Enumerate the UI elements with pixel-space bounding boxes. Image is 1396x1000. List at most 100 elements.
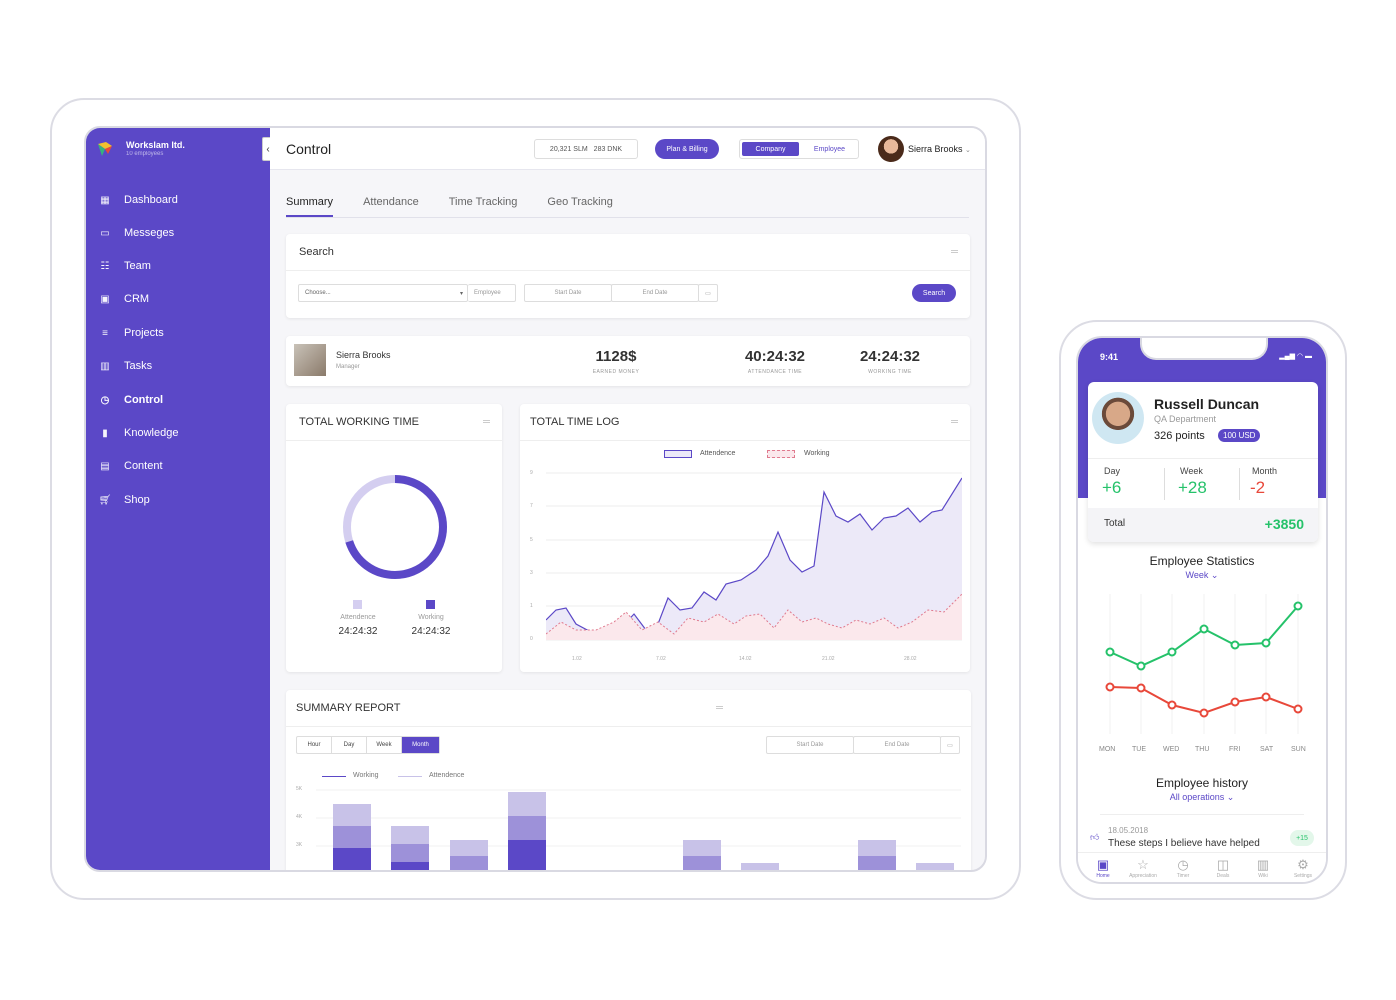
calendar-icon[interactable]: ▭ (940, 736, 960, 754)
green-series-points (1105, 601, 1303, 671)
sidebar-item-label: Projects (124, 327, 164, 339)
working-label: Working (418, 614, 444, 621)
sidebar-item-team[interactable]: ☷ Team (86, 254, 270, 278)
start-date-field[interactable]: Start Date (524, 284, 612, 302)
nav-label: Deals (1216, 873, 1230, 879)
summary-start-date[interactable]: Start Date (766, 736, 854, 754)
nav-timer[interactable]: ◷ Timer (1168, 857, 1198, 879)
sidebar-item-content[interactable]: ▤ Content (86, 454, 270, 478)
search-card: Search Choose... ▾ Employee Start Date En… (286, 234, 970, 318)
sidebar-item-knowledge[interactable]: ▮ Knowledge (86, 421, 270, 445)
time-log-line-chart (546, 472, 962, 641)
history-filter-select[interactable]: All operations ⌄ (1169, 792, 1235, 802)
seg-employee[interactable]: Employee (813, 145, 846, 153)
y-tick: 1 (530, 603, 533, 609)
book-icon: ▮ (102, 427, 108, 439)
divider (1088, 458, 1318, 459)
nav-settings[interactable]: ⚙ Settings (1288, 857, 1318, 879)
stats-title: Employee Statistics (1149, 554, 1255, 568)
user-menu[interactable]: Sierra Brooks ⌄ (908, 144, 971, 154)
y-tick: 3K (296, 842, 303, 848)
tab-time-tracking[interactable]: Time Tracking (448, 196, 518, 208)
day-tick: THU (1195, 746, 1210, 753)
seg-company[interactable]: Company (742, 142, 799, 156)
topbar: Control 20,321 SLM 283 DNK Plan & Billing… (270, 128, 985, 170)
tab-summary[interactable]: Summary (286, 196, 334, 217)
tab-geo-tracking[interactable]: Geo Tracking (547, 196, 613, 208)
drag-handle-icon[interactable] (951, 420, 958, 423)
drag-handle-icon[interactable] (483, 420, 490, 423)
nav-home[interactable]: ▣ Home (1088, 857, 1118, 879)
employee-field[interactable]: Employee (468, 284, 516, 302)
nav-label: Settings (1293, 873, 1313, 879)
range-day[interactable]: Day (332, 737, 367, 753)
week-label: Week (1180, 466, 1203, 476)
sidebar-item-label: Dashboard (124, 194, 178, 206)
day-tick: SUN (1291, 746, 1306, 753)
sidebar-item-crm[interactable]: ▣ CRM (86, 287, 270, 311)
week-value: +28 (1178, 478, 1207, 497)
stats-period-select[interactable]: Week ⌄ (1185, 570, 1219, 580)
profile-name: Russell Duncan (1154, 396, 1260, 412)
timer-icon: ◷ (1177, 857, 1189, 872)
choose-select[interactable]: Choose... ▾ (298, 284, 468, 302)
day-label: Day (1104, 466, 1121, 476)
tab-attendance[interactable]: Attendance (363, 196, 419, 208)
bar-group-8 (916, 863, 954, 870)
nav-deals[interactable]: ◫ Deals (1208, 857, 1238, 879)
attendance-area (546, 478, 962, 640)
drag-handle-icon[interactable] (951, 250, 958, 253)
drag-handle-icon[interactable] (716, 706, 723, 709)
month-label: Month (1252, 466, 1278, 476)
y-axis: 9 7 5 3 1 0 (530, 470, 540, 650)
logo-icon (98, 142, 112, 156)
sidebar-item-projects[interactable]: ≡ Projects (86, 321, 270, 345)
employee-summary-card: Sierra Brooks Manager 1128$ EARNED MONEY… (286, 336, 970, 386)
end-date-field[interactable]: End Date (611, 284, 699, 302)
calendar-icon[interactable]: ▭ (698, 284, 718, 302)
nav-label: Home (1096, 873, 1110, 879)
search-button[interactable]: Search (912, 284, 956, 302)
legend-working-line (322, 776, 346, 777)
sidebar-item-shop[interactable]: 🛒︎ Shop (86, 488, 270, 512)
avatar[interactable] (878, 136, 904, 162)
range-month[interactable]: Month (402, 737, 439, 753)
profile-card: Russell Duncan QA Department 326 points … (1088, 382, 1318, 542)
divider (1100, 814, 1304, 815)
nav-appreciation[interactable]: ☆ Appreciation (1128, 857, 1158, 879)
columns-icon: ▥ (100, 360, 110, 372)
nav-label: Timer (1176, 873, 1190, 879)
legend-working: Working (353, 772, 379, 779)
sidebar-item-label: Control (124, 394, 164, 406)
divider (520, 440, 970, 441)
divider (1239, 468, 1240, 500)
y-tick: 5K (296, 786, 303, 792)
earned-money-label: EARNED MONEY (592, 369, 640, 375)
red-series-points (1105, 682, 1303, 718)
range-hour[interactable]: Hour (297, 737, 332, 753)
x-tick: 14.02 (739, 656, 752, 662)
summary-report-card: SUMMARY REPORT Hour Day Week Month Start… (286, 690, 971, 870)
nav-wiki[interactable]: ▥ Wiki (1248, 857, 1278, 879)
legend-attendance-line (398, 776, 422, 777)
sidebar-item-dashboard[interactable]: ▦ Dashboard (86, 188, 270, 212)
sidebar-item-control[interactable]: ◷ Control (86, 388, 270, 412)
total-label: Total (1104, 518, 1126, 529)
status-time: 9:41 (1100, 352, 1119, 362)
y-tick: 5 (530, 537, 533, 543)
company-employee-toggle: Company Employee (739, 139, 859, 159)
sidebar-item-messeges[interactable]: ▭ Messeges (86, 221, 270, 245)
plan-billing-button[interactable]: Plan & Billing (655, 139, 719, 159)
bar-group-2 (391, 826, 429, 870)
summary-end-date[interactable]: End Date (853, 736, 941, 754)
points-badge: 100 USD (1218, 429, 1261, 442)
org-name: Workslam ltd. (126, 140, 185, 150)
legend-working: Working (804, 450, 830, 457)
earned-money-value: 1128$ (595, 348, 637, 365)
range-week[interactable]: Week (367, 737, 402, 753)
sidebar-item-label: CRM (124, 293, 150, 305)
sidebar-item-tasks[interactable]: ▥ Tasks (86, 354, 270, 378)
working-area (546, 594, 962, 640)
divider (286, 270, 970, 271)
day-tick: MON (1099, 746, 1116, 753)
